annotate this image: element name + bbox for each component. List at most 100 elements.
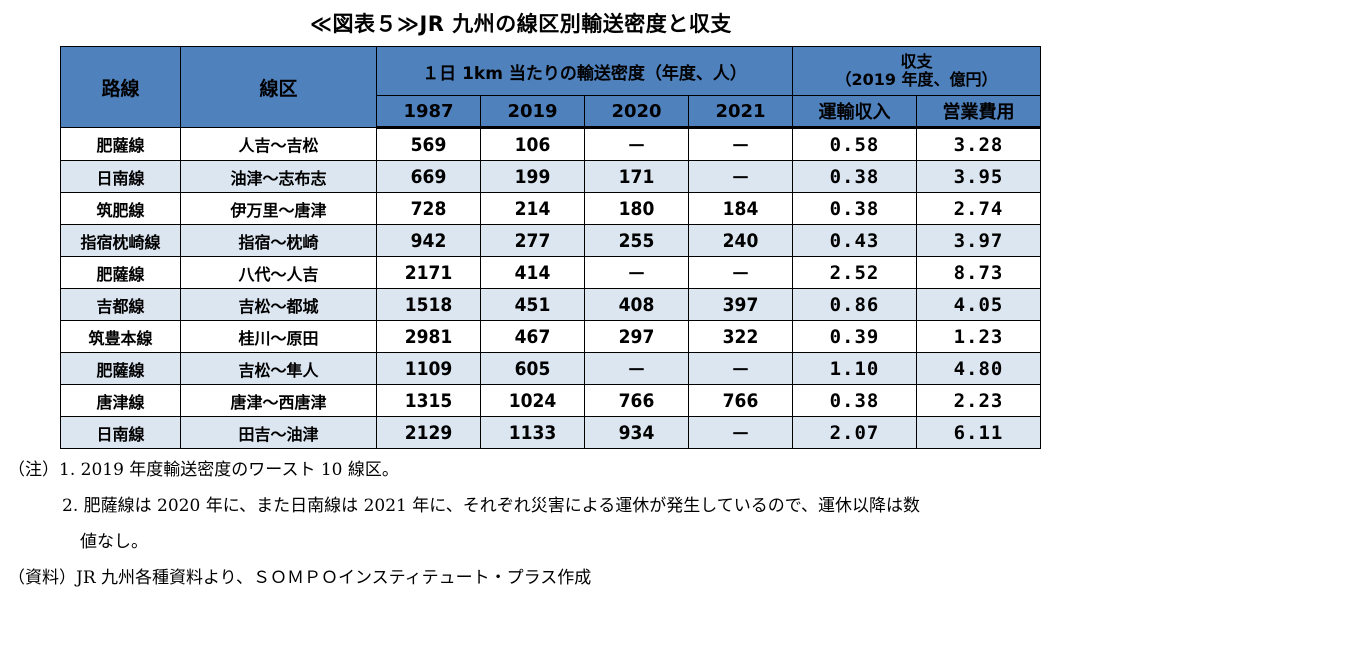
cell-2021: － — [688, 352, 793, 385]
cell-1987: 1315 — [376, 384, 481, 417]
cell-2020: － — [584, 127, 689, 161]
cell-2019: 467 — [480, 320, 585, 353]
cell-1987: 669 — [376, 160, 481, 193]
cell-section: 唐津～西唐津 — [180, 384, 377, 417]
table-row: 筑肥線 伊万里～唐津 728 214 180 184 0.38 2.74 — [60, 192, 1041, 225]
cell-section: 吉松～隼人 — [180, 352, 377, 385]
cell-1987: 2981 — [376, 320, 481, 353]
table-row: 指宿枕崎線 指宿～枕崎 942 277 255 240 0.43 3.97 — [60, 224, 1041, 257]
cell-2019: 1024 — [480, 384, 585, 417]
table-body: 肥薩線 人吉～吉松 569 106 －－ 0.58 3.28 日南線 油津～志布志 669 199 1… — [60, 127, 1041, 449]
cell-section: 八代～人吉 — [180, 256, 377, 289]
header-income-line2: （2019 年度、億円） — [835, 70, 998, 89]
page-title: ≪図表５≫JR 九州の線区別輸送密度と収支 — [310, 12, 732, 36]
table-row: 肥薩線 八代～人吉 2171 414 －－ 2.52 8.73 — [60, 256, 1041, 289]
cell-route: 肥薩線 — [60, 352, 181, 385]
cell-route: 日南線 — [60, 160, 181, 193]
header-revenue: 運輸収入 — [792, 95, 917, 129]
cell-route: 日南線 — [60, 416, 181, 449]
cell-2019: 414 — [480, 256, 585, 289]
table-row: 唐津線 唐津～西唐津 1315 1024 766 766 0.38 2.23 — [60, 384, 1041, 417]
cell-expense: 3.95 — [916, 160, 1041, 193]
cell-2019: 214 — [480, 192, 585, 225]
cell-section: 桂川～原田 — [180, 320, 377, 353]
cell-route: 吉都線 — [60, 288, 181, 321]
cell-route: 唐津線 — [60, 384, 181, 417]
cell-route: 筑肥線 — [60, 192, 181, 225]
cell-revenue: 0.39 — [792, 320, 917, 353]
cell-revenue: 0.38 — [792, 160, 917, 193]
header-year-2021: 2021 — [688, 95, 793, 129]
cell-route: 肥薩線 — [60, 127, 181, 161]
cell-expense: 3.28 — [916, 127, 1041, 161]
cell-2021: 766 — [688, 384, 793, 417]
cell-expense: 8.73 — [916, 256, 1041, 289]
cell-expense: 1.23 — [916, 320, 1041, 353]
cell-2020: 171 — [584, 160, 689, 193]
header-income-group: 収支 （2019 年度、億円） — [792, 46, 1041, 96]
cell-expense: 4.05 — [916, 288, 1041, 321]
cell-2021: － — [688, 127, 793, 161]
header-year-1987: 1987 — [376, 95, 481, 129]
cell-2020: － — [584, 256, 689, 289]
cell-2021: 397 — [688, 288, 793, 321]
cell-1987: 728 — [376, 192, 481, 225]
table-row: 吉都線 吉松～都城 1518 451 408 397 0.86 4.05 — [60, 288, 1041, 321]
cell-1987: 569 — [376, 127, 481, 161]
header-density-group: １日 1km 当たりの輸送密度（年度、人） — [376, 46, 793, 96]
cell-2019: 277 — [480, 224, 585, 257]
table-row: 日南線 田吉～油津 2129 1133 934 － 2.07 6.11 — [60, 416, 1041, 449]
cell-2020: 297 — [584, 320, 689, 353]
cell-2019: 106 — [480, 127, 585, 161]
cell-1987: 1109 — [376, 352, 481, 385]
cell-2019: 199 — [480, 160, 585, 193]
cell-1987: 1518 — [376, 288, 481, 321]
table-row: 日南線 油津～志布志 669 199 171 － 0.38 3.95 — [60, 160, 1041, 193]
header-section: 線区 — [180, 46, 377, 128]
cell-2020: 934 — [584, 416, 689, 449]
header-year-2020: 2020 — [584, 95, 689, 129]
table-row: 肥薩線 人吉～吉松 569 106 －－ 0.58 3.28 — [60, 127, 1041, 161]
cell-2021: 322 — [688, 320, 793, 353]
cell-2021: 240 — [688, 224, 793, 257]
cell-2020: － — [584, 352, 689, 385]
cell-section: 田吉～油津 — [180, 416, 377, 449]
note-2-line1: 2. 肥薩線は 2020 年に、また日南線は 2021 年に、それぞれ災害による… — [62, 496, 921, 516]
cell-1987: 942 — [376, 224, 481, 257]
cell-revenue: 2.52 — [792, 256, 917, 289]
cell-section: 吉松～都城 — [180, 288, 377, 321]
header-income-line1: 収支 — [900, 52, 933, 71]
transport-density-table: 路線 線区 １日 1km 当たりの輸送密度（年度、人） 収支 （2019 年度、… — [60, 46, 1041, 449]
cell-2020: 255 — [584, 224, 689, 257]
cell-revenue: 1.10 — [792, 352, 917, 385]
cell-2021: 184 — [688, 192, 793, 225]
cell-2020: 180 — [584, 192, 689, 225]
cell-route: 筑豊本線 — [60, 320, 181, 353]
header-route: 路線 — [60, 46, 181, 128]
cell-revenue: 0.38 — [792, 384, 917, 417]
cell-revenue: 0.38 — [792, 192, 917, 225]
cell-1987: 2129 — [376, 416, 481, 449]
cell-2021: － — [688, 416, 793, 449]
header-year-2019: 2019 — [480, 95, 585, 129]
cell-expense: 6.11 — [916, 416, 1041, 449]
cell-expense: 2.23 — [916, 384, 1041, 417]
cell-revenue: 0.43 — [792, 224, 917, 257]
cell-2021: － — [688, 256, 793, 289]
cell-section: 伊万里～唐津 — [180, 192, 377, 225]
header-expense: 営業費用 — [916, 95, 1041, 129]
cell-2021: － — [688, 160, 793, 193]
table-row: 筑豊本線 桂川～原田 2981 467 297 322 0.39 1.23 — [60, 320, 1041, 353]
note-2-line2: 値なし。 — [80, 532, 148, 552]
note-1: （注）1. 2019 年度輸送密度のワースト 10 線区。 — [8, 460, 399, 480]
cell-route: 指宿枕崎線 — [60, 224, 181, 257]
cell-2019: 605 — [480, 352, 585, 385]
cell-expense: 2.74 — [916, 192, 1041, 225]
cell-section: 指宿～枕崎 — [180, 224, 377, 257]
source-note: （資料）JR 九州各種資料より、ＳＯＭＰＯインスティテュート・プラス作成 — [8, 568, 592, 588]
cell-2020: 408 — [584, 288, 689, 321]
cell-expense: 4.80 — [916, 352, 1041, 385]
cell-route: 肥薩線 — [60, 256, 181, 289]
cell-revenue: 2.07 — [792, 416, 917, 449]
table-row: 肥薩線 吉松～隼人 1109 605 －－ 1.10 4.80 — [60, 352, 1041, 385]
